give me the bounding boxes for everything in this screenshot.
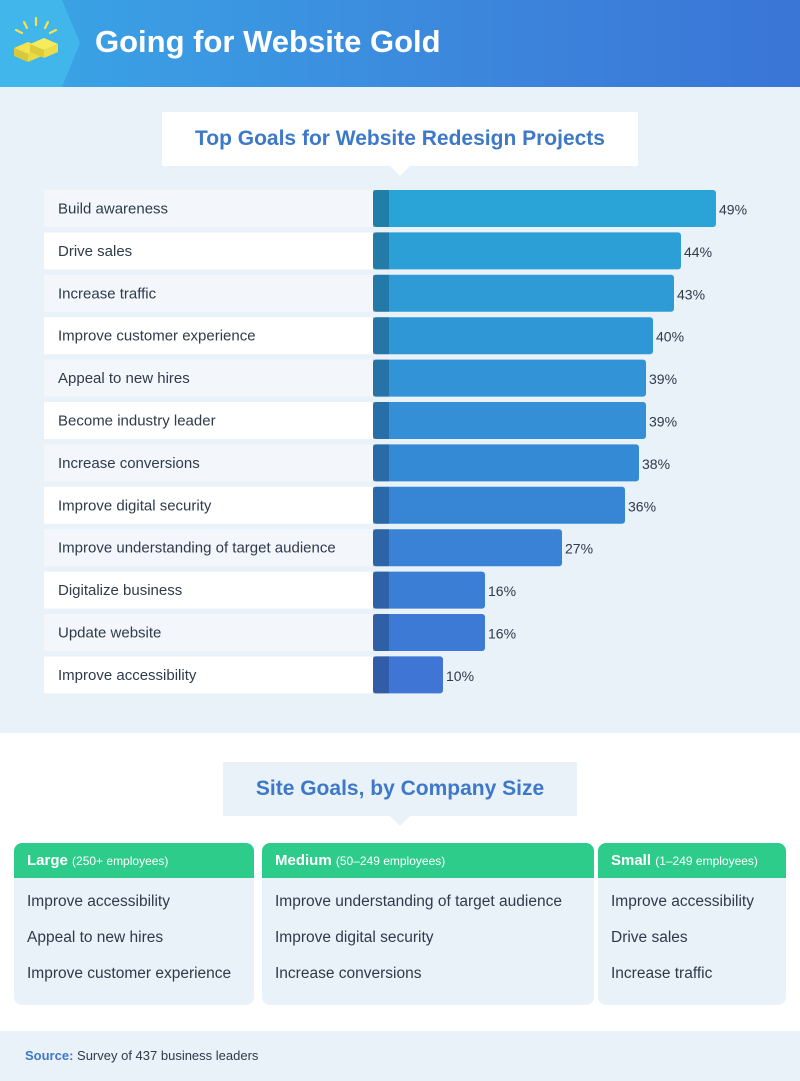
bar-shade [373, 571, 389, 609]
card-large: Large (250+ employees) Improve accessibi… [14, 843, 254, 1005]
value-label: 16% [488, 626, 516, 642]
label-cell [44, 274, 373, 312]
category-label: Increase traffic [58, 285, 157, 302]
category-label: Become industry leader [58, 413, 216, 430]
category-label: Improve customer experience [58, 328, 256, 345]
bar-shade [373, 444, 389, 482]
value-label: 39% [649, 414, 677, 430]
page-title: Going for Website Gold [95, 24, 441, 59]
label-cell [44, 529, 373, 567]
header-banner: Going for Website Gold [0, 0, 800, 87]
card-small-header: Small (1–249 employees) [598, 843, 786, 878]
label-cell [44, 656, 373, 694]
bar-shade [373, 232, 389, 270]
card-medium-name: Medium [275, 852, 332, 869]
card-small: Small (1–249 employees) Improve accessib… [598, 843, 786, 1005]
label-cell [44, 614, 373, 651]
bar [373, 190, 716, 227]
bar [373, 571, 485, 609]
label-cell [44, 444, 373, 482]
bar [373, 359, 646, 397]
bar-shade [373, 529, 389, 567]
label-cell [44, 571, 373, 609]
bar-chart: Build awareness 49% Drive sales 44% Increase… [44, 190, 747, 694]
size-section-title: Site Goals, by Company Size [223, 762, 577, 826]
category-label: Increase conversions [58, 455, 200, 472]
list-item: Improve accessibility [611, 893, 754, 910]
card-small-range: (1–249 employees) [655, 854, 758, 868]
bar [373, 444, 639, 482]
bar [373, 402, 646, 439]
category-label: Improve accessibility [58, 667, 197, 684]
bar [373, 274, 674, 312]
bar-shade [373, 614, 389, 651]
bar [373, 614, 485, 651]
card-large-header: Large (250+ employees) [14, 843, 254, 878]
value-label: 40% [656, 329, 684, 345]
list-item: Drive sales [611, 929, 688, 946]
bar-shade [373, 317, 389, 355]
label-cell [44, 190, 373, 227]
category-label: Update website [58, 625, 161, 642]
value-label: 44% [684, 244, 712, 260]
value-label: 36% [628, 498, 656, 514]
source-text: Survey of 437 business leaders [77, 1048, 259, 1063]
bar-shade [373, 359, 389, 397]
list-item: Appeal to new hires [27, 929, 164, 946]
bar-shade [373, 274, 389, 312]
footer: Source: Survey of 437 business leaders [0, 1031, 800, 1081]
value-label: 16% [488, 583, 516, 599]
label-cell [44, 402, 373, 439]
category-label: Digitalize business [58, 582, 182, 599]
source-note: Source: Survey of 437 business leaders [25, 1048, 258, 1063]
category-label: Drive sales [58, 243, 132, 260]
list-item: Improve understanding of target audience [275, 893, 562, 910]
value-label: 43% [677, 286, 705, 302]
label-cell [44, 359, 373, 397]
value-label: 10% [446, 668, 474, 684]
list-item: Increase conversions [275, 965, 422, 982]
value-label: 27% [565, 541, 593, 557]
bar-shade [373, 402, 389, 439]
list-item: Improve customer experience [27, 965, 232, 982]
bar [373, 317, 653, 355]
gold-bars-icon [14, 16, 58, 62]
value-label: 49% [719, 202, 747, 218]
category-label: Build awareness [58, 201, 168, 218]
label-cell [44, 317, 373, 355]
label-cell [44, 486, 373, 524]
card-medium-header: Medium (50–249 employees) [262, 843, 594, 878]
category-label: Improve understanding of target audience [58, 540, 336, 557]
bar [373, 529, 562, 567]
card-medium: Medium (50–249 employees) Improve unders… [262, 843, 594, 1005]
value-label: 39% [649, 371, 677, 387]
list-item: Increase traffic [611, 965, 713, 982]
category-label: Improve digital security [58, 497, 212, 514]
bar [373, 656, 443, 694]
category-label: Appeal to new hires [58, 370, 190, 387]
card-medium-range: (50–249 employees) [335, 854, 446, 868]
bar-shade [373, 486, 389, 524]
bar-shade [373, 656, 389, 694]
bar [373, 232, 681, 270]
card-large-name: Large [27, 852, 68, 869]
card-large-range: (250+ employees) [72, 854, 169, 868]
bar-shade [373, 190, 389, 227]
label-cell [44, 232, 373, 270]
source-label: Source: [25, 1048, 74, 1063]
bar [373, 486, 625, 524]
card-small-name: Small [611, 852, 652, 869]
chart-title: Top Goals for Website Redesign Projects [162, 112, 638, 176]
value-label: 38% [642, 456, 670, 472]
list-item: Improve accessibility [27, 893, 170, 910]
list-item: Improve digital security [275, 929, 434, 946]
